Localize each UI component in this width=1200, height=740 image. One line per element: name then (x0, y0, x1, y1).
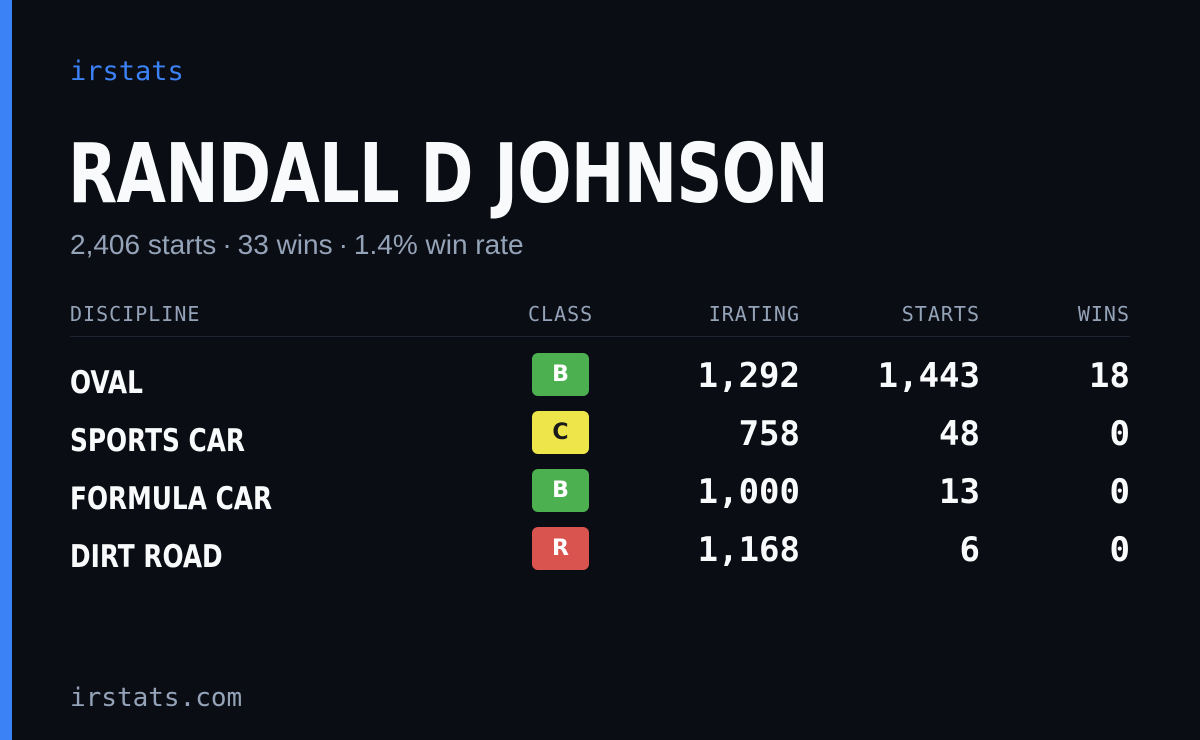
header-irating: IRATING (708, 302, 800, 326)
header-class: CLASS (528, 302, 594, 326)
table-header: DISCIPLINE CLASS IRATING STARTS WINS (70, 298, 1130, 337)
class-badge: R (532, 527, 589, 570)
class-badge: B (532, 469, 589, 512)
irating-value: 1,000 (697, 472, 800, 512)
wins-value: 0 (1109, 472, 1130, 512)
wins-value: 18 (1089, 356, 1130, 396)
summary-wins: 33 wins (237, 229, 333, 260)
stats-table: DISCIPLINE CLASS IRATING STARTS WINS OVA… (70, 298, 1130, 585)
summary-separator: · (222, 229, 232, 260)
header-starts: STARTS (901, 302, 980, 326)
starts-value: 48 (939, 414, 980, 454)
summary-win-rate: 1.4% win rate (353, 229, 524, 260)
irating-value: 1,168 (697, 530, 800, 570)
summary-separator: · (338, 229, 348, 260)
irating-value: 758 (738, 414, 800, 454)
table-row: SPORTS CAR C 758 48 0 (70, 411, 1130, 469)
header-discipline: DISCIPLINE (70, 302, 201, 326)
class-badge: C (532, 411, 589, 454)
career-summary: 2,406 starts · 33 wins · 1.4% win rate (70, 229, 524, 261)
discipline-name: FORMULA CAR (70, 481, 273, 517)
footer-url: irstats.com (70, 683, 243, 713)
driver-name: RANDALL D JOHNSON (68, 127, 829, 222)
class-badge: B (532, 353, 589, 396)
discipline-name: DIRT ROAD (70, 539, 223, 575)
discipline-name: SPORTS CAR (70, 423, 246, 459)
irating-value: 1,292 (697, 356, 800, 396)
table-body: OVAL B 1,292 1,443 18 SPORTS CAR C 758 48 0 FORMUL… (70, 337, 1130, 585)
wins-value: 0 (1109, 530, 1130, 570)
brand-logo: irstats (70, 56, 184, 87)
starts-value: 1,443 (877, 356, 980, 396)
summary-starts: 2,406 starts (70, 229, 217, 260)
discipline-name: OVAL (70, 365, 143, 401)
header-wins: WINS (1077, 302, 1130, 326)
starts-value: 13 (939, 472, 980, 512)
table-row: OVAL B 1,292 1,443 18 (70, 353, 1130, 411)
table-row: FORMULA CAR B 1,000 13 0 (70, 469, 1130, 527)
starts-value: 6 (959, 530, 980, 570)
accent-bar (0, 0, 12, 740)
wins-value: 0 (1109, 414, 1130, 454)
table-row: DIRT ROAD R 1,168 6 0 (70, 527, 1130, 585)
